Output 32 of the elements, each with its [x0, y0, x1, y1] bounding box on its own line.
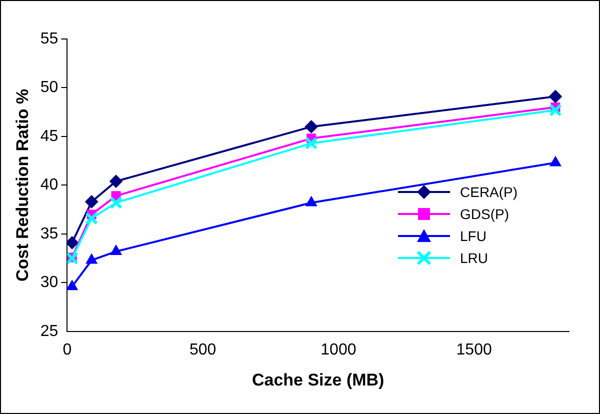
- y-tick-label: 25: [40, 322, 58, 340]
- y-tick-label: 30: [40, 274, 58, 292]
- point: [550, 156, 562, 166]
- y-axis-title: Cost Reduction Ratio %: [12, 88, 32, 282]
- y-tick-label: 40: [40, 176, 58, 194]
- point: [548, 90, 562, 104]
- legend-label: CERA(P): [460, 184, 518, 200]
- point: [67, 280, 78, 290]
- x-tick-label: 1500: [456, 341, 492, 358]
- point: [67, 252, 79, 265]
- x-tick-label: 500: [189, 341, 216, 358]
- point: [110, 244, 122, 255]
- point: [304, 136, 318, 150]
- y-tick-label: 55: [40, 30, 58, 48]
- point: [304, 120, 318, 134]
- point: [67, 236, 79, 250]
- point: [110, 174, 123, 188]
- point: [85, 212, 98, 225]
- x-axis-title: Cache Size (MB): [252, 370, 384, 390]
- legend-label: LFU: [460, 228, 486, 244]
- x-tick-label: 0: [62, 341, 72, 358]
- point: [86, 254, 98, 264]
- x-tick-label: 1000: [320, 341, 356, 358]
- point: [548, 104, 562, 117]
- legend-label: GDS(P): [460, 206, 509, 222]
- y-tick-label: 45: [40, 128, 58, 145]
- point: [85, 195, 98, 208]
- point: [306, 196, 318, 206]
- y-tick-label: 50: [40, 79, 58, 96]
- point: [110, 196, 122, 210]
- y-tick-label: 35: [40, 225, 58, 242]
- legend-label: LRU: [460, 250, 488, 266]
